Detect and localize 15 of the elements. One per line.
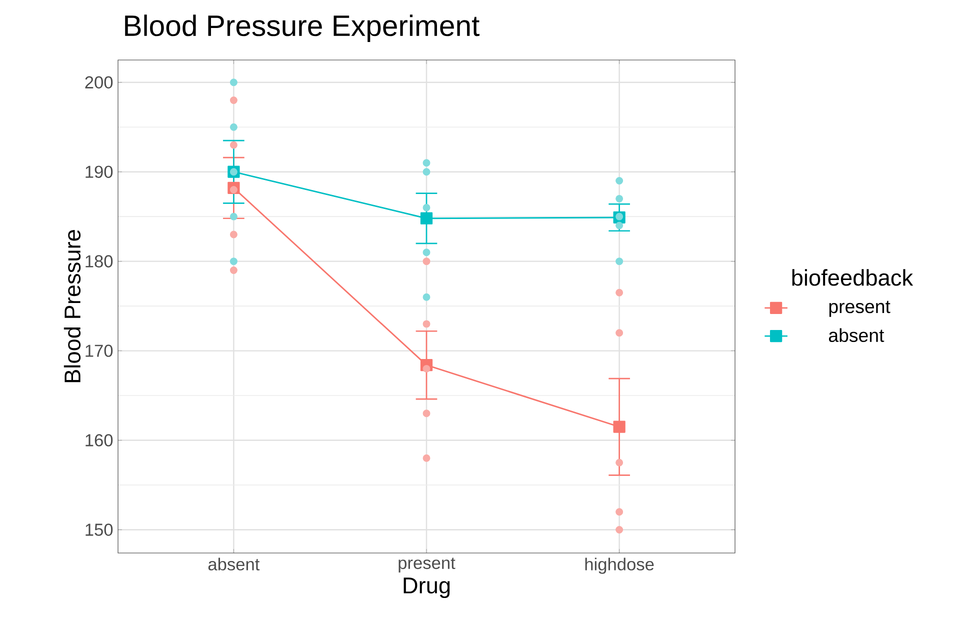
x-tick-label: present	[398, 558, 456, 573]
x-axis-title: Drug	[404, 578, 450, 598]
chart-title: Blood Pressure Experiment	[125, 14, 480, 42]
y-tick-label: 190	[86, 166, 113, 178]
y-tick-label: 160	[86, 434, 113, 446]
y-tick-label: 150	[86, 524, 113, 536]
x-tick-label: highdose	[585, 558, 654, 574]
y-tick-label: 200	[85, 76, 113, 88]
legend-label: absent	[828, 328, 884, 342]
legend-label: present	[829, 300, 890, 317]
y-axis-title: Blood Pressure	[64, 230, 81, 382]
x-tick-label: absent	[208, 558, 260, 570]
y-tick-label: 180	[86, 255, 113, 268]
y-tick-label: 170	[86, 344, 113, 357]
legend-title: biofeedback	[792, 269, 914, 286]
